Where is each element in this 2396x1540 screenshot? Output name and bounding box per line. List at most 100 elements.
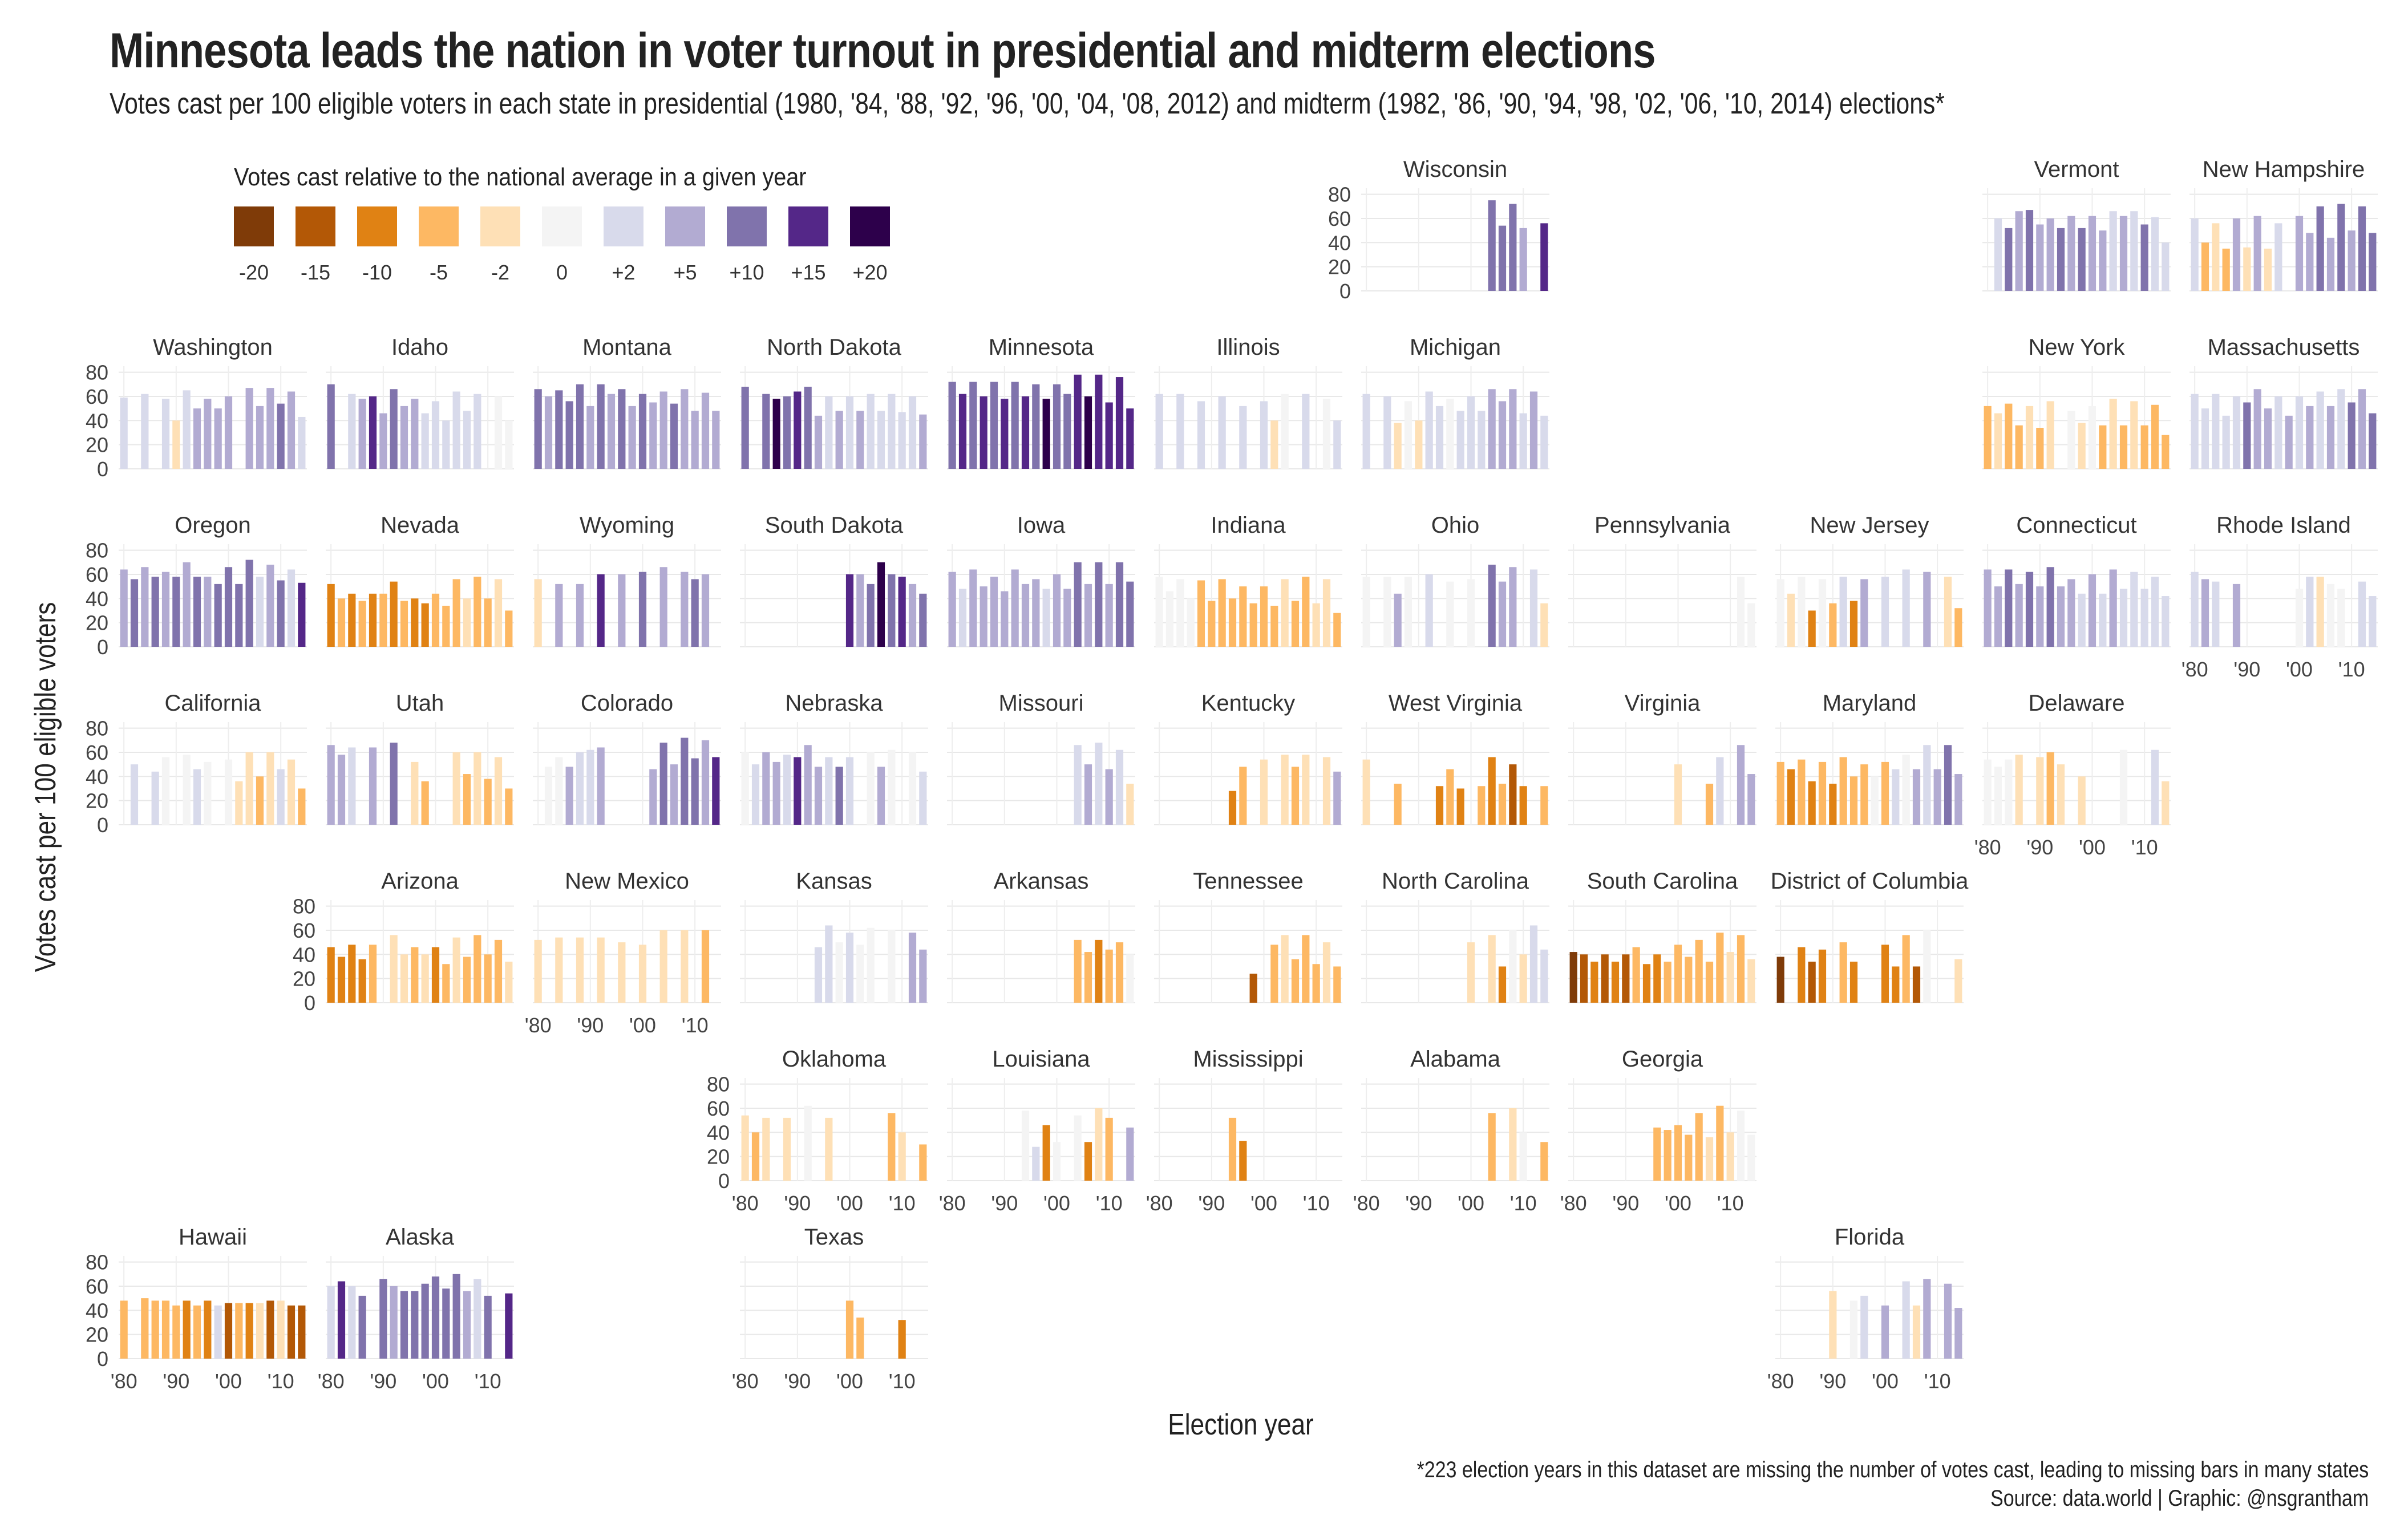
- bar: [2369, 596, 2377, 647]
- bar: [369, 747, 377, 825]
- bar: [534, 579, 542, 647]
- panel-title: Minnesota: [989, 335, 1094, 360]
- bar: [1239, 1141, 1247, 1181]
- bar: [130, 764, 139, 825]
- bar: [2130, 211, 2138, 291]
- bar: [1933, 769, 1941, 825]
- bar: [1716, 757, 1724, 825]
- panel-title: New Hampshire: [2203, 157, 2365, 182]
- bar: [2140, 589, 2148, 647]
- bar: [1302, 394, 1310, 469]
- bar: [2316, 206, 2324, 291]
- bar: [298, 788, 306, 825]
- y-tick-label: 60: [86, 741, 108, 764]
- bar: [794, 757, 802, 825]
- bar: [948, 572, 956, 647]
- bar: [256, 577, 264, 647]
- bar: [224, 759, 233, 825]
- bar: [337, 755, 346, 825]
- bar: [369, 593, 377, 647]
- bar: [1776, 579, 1784, 647]
- bar: [1798, 577, 1806, 647]
- bar: [183, 755, 191, 825]
- bar: [691, 758, 699, 825]
- bar: [898, 412, 906, 469]
- bar: [505, 1293, 513, 1359]
- bar: [1994, 586, 2002, 647]
- bar: [379, 1279, 387, 1359]
- legend-swatch: [357, 206, 397, 246]
- bar: [1892, 769, 1900, 825]
- bar: [431, 1276, 440, 1359]
- bar: [2348, 402, 2355, 469]
- bar: [494, 396, 503, 469]
- x-tick-label: '00: [2079, 836, 2106, 859]
- bar: [1737, 935, 1745, 1003]
- panel-title: Georgia: [1622, 1047, 1703, 1072]
- bar: [2078, 776, 2086, 825]
- bar: [161, 572, 170, 647]
- legend-label: -20: [239, 261, 269, 284]
- y-tick-label: 0: [718, 1169, 730, 1193]
- bar: [1912, 769, 1921, 825]
- bar: [484, 954, 492, 1003]
- bar: [452, 579, 460, 647]
- bar: [235, 781, 243, 825]
- bar: [1705, 784, 1714, 825]
- bar: [888, 749, 896, 825]
- bar: [1333, 420, 1341, 469]
- bar: [1818, 761, 1827, 825]
- bar: [1984, 406, 1992, 469]
- bar: [214, 583, 222, 647]
- bar: [287, 391, 296, 469]
- bar: [741, 752, 749, 825]
- bar: [845, 396, 854, 469]
- bar: [327, 1286, 335, 1359]
- panel-title: Nebraska: [785, 691, 883, 716]
- x-tick-label: '90: [1405, 1192, 1432, 1215]
- x-tick-label: '90: [784, 1192, 811, 1215]
- bar: [411, 598, 419, 647]
- bar: [586, 406, 594, 469]
- bar: [638, 572, 647, 647]
- bar: [1302, 935, 1310, 1003]
- bar: [463, 1291, 471, 1359]
- panel-title: Alabama: [1410, 1047, 1501, 1072]
- bar: [1032, 384, 1040, 469]
- bar: [1705, 962, 1714, 1003]
- bar: [1095, 743, 1103, 825]
- bar: [1456, 788, 1464, 825]
- chart-subtitle: Votes cast per 100 eligible voters in ea…: [110, 87, 1945, 120]
- bar: [1291, 767, 1300, 825]
- bar: [1674, 1125, 1682, 1181]
- bar: [224, 1303, 233, 1359]
- bar: [494, 939, 503, 1003]
- legend-label: -10: [362, 261, 392, 284]
- bar: [1695, 939, 1703, 1003]
- bar: [1829, 784, 1837, 825]
- bar: [783, 1117, 791, 1181]
- bar: [597, 747, 605, 825]
- bar: [1642, 964, 1651, 1003]
- bar: [2222, 415, 2230, 469]
- bar: [1394, 593, 1402, 647]
- bar: [287, 1305, 296, 1359]
- bar: [2015, 583, 2023, 647]
- panel-title: South Dakota: [765, 513, 904, 538]
- bar: [877, 562, 885, 647]
- x-tick-label: '80: [525, 1014, 552, 1037]
- bar: [1021, 1111, 1030, 1181]
- bar: [649, 769, 657, 825]
- bar: [1664, 962, 1671, 1003]
- bar: [1944, 1283, 1952, 1359]
- x-tick-label: '00: [215, 1369, 242, 1393]
- panel-texas: Texas '80 '90 '00 '10: [732, 1225, 928, 1393]
- bar: [2306, 233, 2314, 291]
- x-tick-label: '10: [475, 1369, 501, 1393]
- y-tick-label: 40: [86, 587, 108, 610]
- bar: [845, 574, 854, 647]
- x-tick-label: '00: [1043, 1192, 1070, 1215]
